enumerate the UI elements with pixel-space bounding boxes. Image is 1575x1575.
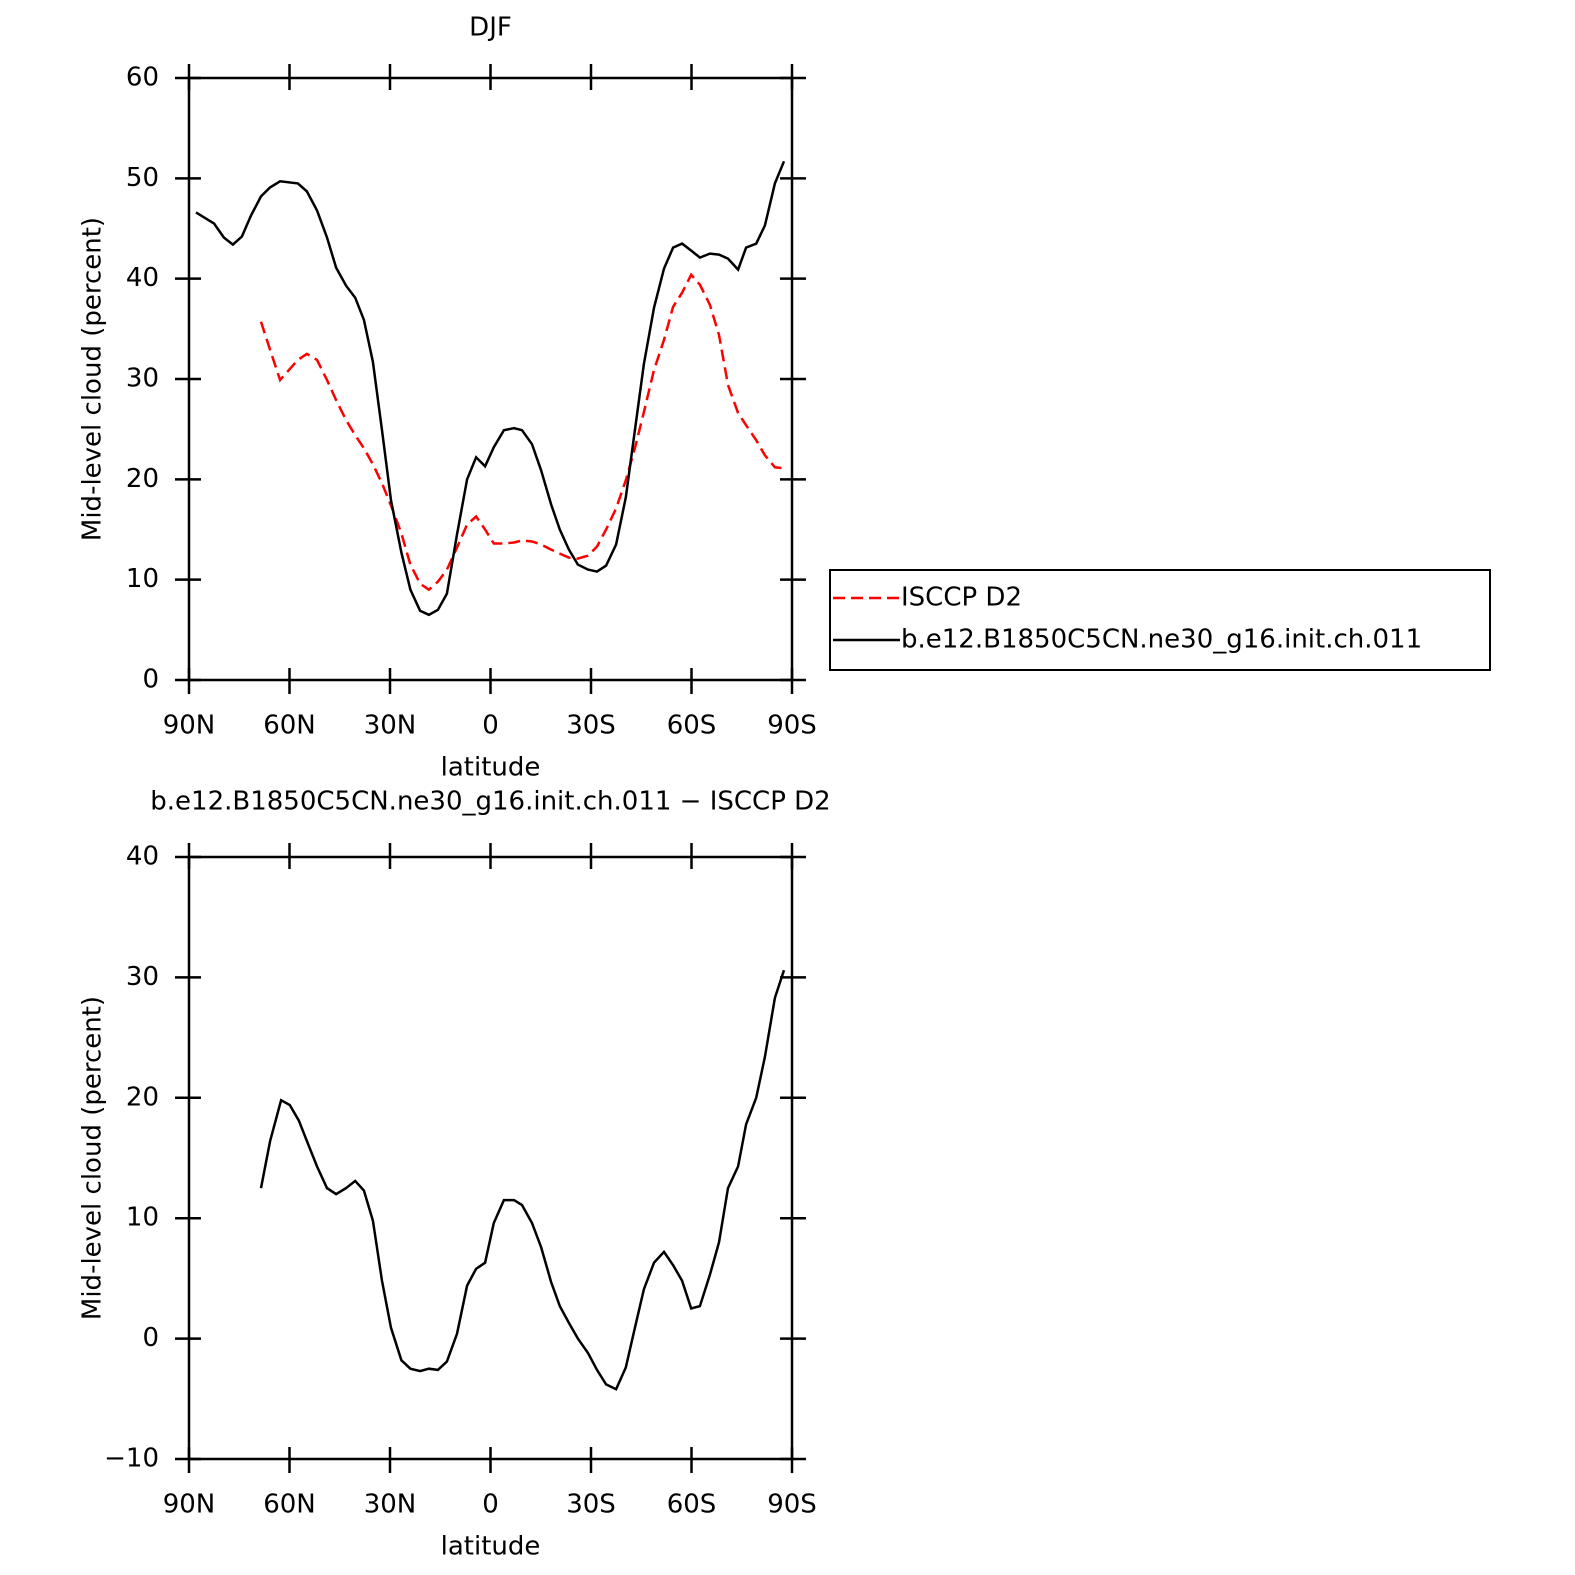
y-tick-label: 40 <box>126 263 159 293</box>
x-tick-label: 60N <box>263 1490 316 1520</box>
y-tick-label: 10 <box>126 1203 159 1233</box>
x-tick-label: 30N <box>364 1490 417 1520</box>
y-tick-label: −10 <box>104 1444 159 1474</box>
y-tick-label: 10 <box>126 564 159 594</box>
y-tick-label: 30 <box>126 962 159 992</box>
y-tick-label: 20 <box>126 1082 159 1112</box>
x-tick-label: 0 <box>482 1490 499 1520</box>
y-tick-label: 0 <box>142 665 159 695</box>
legend-label: ISCCP D2 <box>901 583 1022 613</box>
data-line <box>195 160 786 617</box>
y-axis-label: Mid-level cloud (percent) <box>78 996 108 1320</box>
x-tick-label: 90S <box>767 1490 817 1520</box>
y-axis-label: Mid-level cloud (percent) <box>78 217 108 541</box>
x-axis-label: latitude <box>441 753 541 783</box>
x-tick-label: 90N <box>163 1490 216 1520</box>
y-tick-label: 30 <box>126 364 159 394</box>
y-tick-label: 20 <box>126 464 159 494</box>
x-tick-label: 60S <box>667 1490 717 1520</box>
y-tick-label: 40 <box>126 842 159 872</box>
y-tick-label: 60 <box>126 63 159 93</box>
chart-title: DJF <box>469 13 512 43</box>
x-tick-label: 90S <box>767 711 817 741</box>
plot-frame <box>187 855 794 1461</box>
y-tick-label: 50 <box>126 163 159 193</box>
data-line <box>259 969 786 1391</box>
legend-label: b.e12.B1850C5CN.ne30_g16.init.ch.011 <box>901 625 1422 655</box>
x-tick-label: 90N <box>163 711 216 741</box>
legend-box <box>829 569 1491 671</box>
x-tick-label: 30S <box>566 711 616 741</box>
y-tick-label: 0 <box>142 1323 159 1353</box>
x-axis-label: latitude <box>441 1532 541 1562</box>
x-tick-label: 60S <box>667 711 717 741</box>
chart-title: b.e12.B1850C5CN.ne30_g16.init.ch.011 − I… <box>150 787 830 817</box>
x-tick-label: 0 <box>482 711 499 741</box>
x-tick-label: 60N <box>263 711 316 741</box>
data-line <box>259 272 785 592</box>
x-tick-label: 30S <box>566 1490 616 1520</box>
x-tick-label: 30N <box>364 711 417 741</box>
